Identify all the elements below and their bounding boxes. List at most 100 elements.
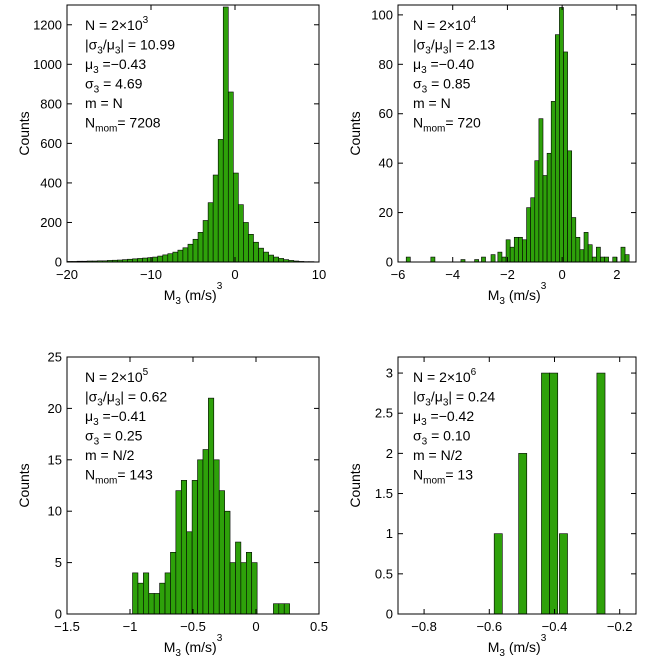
- histogram-bar: [157, 255, 164, 263]
- x-tick-label: 10: [312, 267, 326, 282]
- histogram-bar: [559, 533, 568, 615]
- x-tick-label: 0.5: [310, 619, 328, 634]
- histogram-bar: [229, 562, 236, 615]
- y-tick-label: 2.5: [375, 406, 393, 421]
- histogram-bar: [182, 247, 189, 263]
- annotation-line: μ3 =−0.41: [85, 408, 146, 428]
- histogram-bar: [571, 217, 577, 263]
- histogram-bar: [212, 174, 219, 263]
- annotation-line: |σ3/μ3| = 2.13: [413, 37, 495, 57]
- y-axis-label: Counts: [16, 463, 32, 507]
- y-tick-label: 1.5: [375, 486, 393, 501]
- histogram-bar: [591, 256, 597, 263]
- histogram-bar: [575, 236, 581, 263]
- histogram-bar: [493, 533, 503, 615]
- bars: [493, 372, 606, 615]
- histogram-bar: [235, 541, 242, 615]
- histogram-bar: [240, 562, 247, 615]
- annotation-line: Nmom= 720: [413, 115, 481, 135]
- histogram-bar: [268, 254, 274, 263]
- axes-frame: [397, 356, 637, 615]
- annotation-line: μ3 =−0.42: [413, 408, 474, 428]
- histogram-bar: [243, 222, 249, 263]
- x-tick-label: 0: [252, 619, 259, 634]
- y-tick-label: 200: [40, 215, 62, 230]
- x-tick-label: 2: [613, 267, 620, 282]
- histogram-bar: [159, 582, 166, 615]
- histogram-bar: [217, 139, 224, 263]
- histogram-bar: [142, 257, 148, 263]
- y-tick-label: 1: [386, 526, 393, 541]
- histogram-bar: [253, 241, 259, 263]
- histogram-bar: [550, 101, 556, 263]
- histogram-bar: [162, 254, 169, 263]
- y-tick-label: 800: [40, 96, 62, 111]
- histogram-bar: [278, 603, 285, 615]
- histogram-bar: [579, 249, 585, 263]
- histogram-bar: [164, 572, 171, 615]
- histogram-bar: [542, 175, 548, 263]
- histogram-bar: [177, 249, 184, 263]
- y-tick-label: 100: [371, 7, 393, 22]
- histogram-bar: [430, 256, 436, 263]
- y-tick-label: 60: [379, 106, 393, 121]
- annotation-line: σ3 = 0.85: [413, 76, 471, 96]
- histogram-bar: [583, 232, 589, 263]
- histogram-bar: [258, 247, 264, 263]
- y-tick-label: 80: [379, 57, 393, 72]
- y-tick-label: 2: [386, 446, 393, 461]
- x-tick-label: −0.8: [411, 619, 437, 634]
- histogram-bar: [180, 480, 187, 615]
- histogram-bar: [518, 236, 523, 263]
- histogram-bar: [481, 256, 486, 263]
- x-tick-label: −20: [56, 267, 78, 282]
- y-tick-label: 3: [386, 366, 393, 381]
- annotation-line: N = 2×103: [85, 15, 149, 33]
- histogram-bar: [152, 256, 159, 263]
- x-tick-label: −1: [123, 619, 138, 634]
- annotation-line: μ3 =−0.43: [85, 56, 146, 76]
- annotation-line: |σ3/μ3| = 0.62: [85, 389, 167, 409]
- x-tick-label: −10: [140, 267, 162, 282]
- histogram-bar: [522, 239, 527, 263]
- histogram-bar: [596, 372, 606, 615]
- histogram-bar: [624, 254, 630, 263]
- histogram-bar: [251, 562, 258, 615]
- histogram-bar: [490, 254, 496, 263]
- histogram-bar: [538, 118, 544, 263]
- annotation-line: σ3 = 0.25: [85, 428, 143, 448]
- histogram-bar: [192, 238, 199, 263]
- x-axis-label: M3 (m/s)3: [164, 281, 223, 307]
- x-tick-label: −0.5: [180, 619, 206, 634]
- y-tick-label: 15: [48, 452, 62, 467]
- y-tick-label: 10: [48, 504, 62, 519]
- histogram-bar: [534, 160, 540, 263]
- histogram-bar: [233, 172, 239, 263]
- histogram-bar: [549, 372, 559, 615]
- histogram-bar: [248, 234, 254, 263]
- annotation-line: |σ3/μ3| = 10.99: [85, 37, 175, 57]
- x-tick-label: 0: [231, 267, 238, 282]
- histogram-bar: [238, 204, 244, 263]
- annotation-line: σ3 = 4.69: [85, 76, 143, 96]
- histogram-bar: [526, 207, 531, 263]
- y-tick-label: 20: [48, 401, 62, 416]
- x-tick-label: −2: [500, 267, 515, 282]
- histogram-bar: [278, 258, 285, 263]
- histogram-bar: [202, 449, 209, 615]
- histogram-bar: [202, 220, 209, 263]
- histogram-bar: [208, 397, 215, 615]
- x-tick-label: −4: [445, 267, 460, 282]
- histogram-bar: [554, 34, 560, 263]
- histogram-bar: [246, 552, 253, 615]
- histogram-bar: [596, 246, 601, 263]
- bars: [405, 7, 630, 263]
- annotation-line: m = N: [413, 95, 451, 111]
- histogram-bar: [143, 572, 150, 615]
- y-tick-label: 0: [55, 255, 62, 270]
- histogram-bar: [191, 480, 198, 615]
